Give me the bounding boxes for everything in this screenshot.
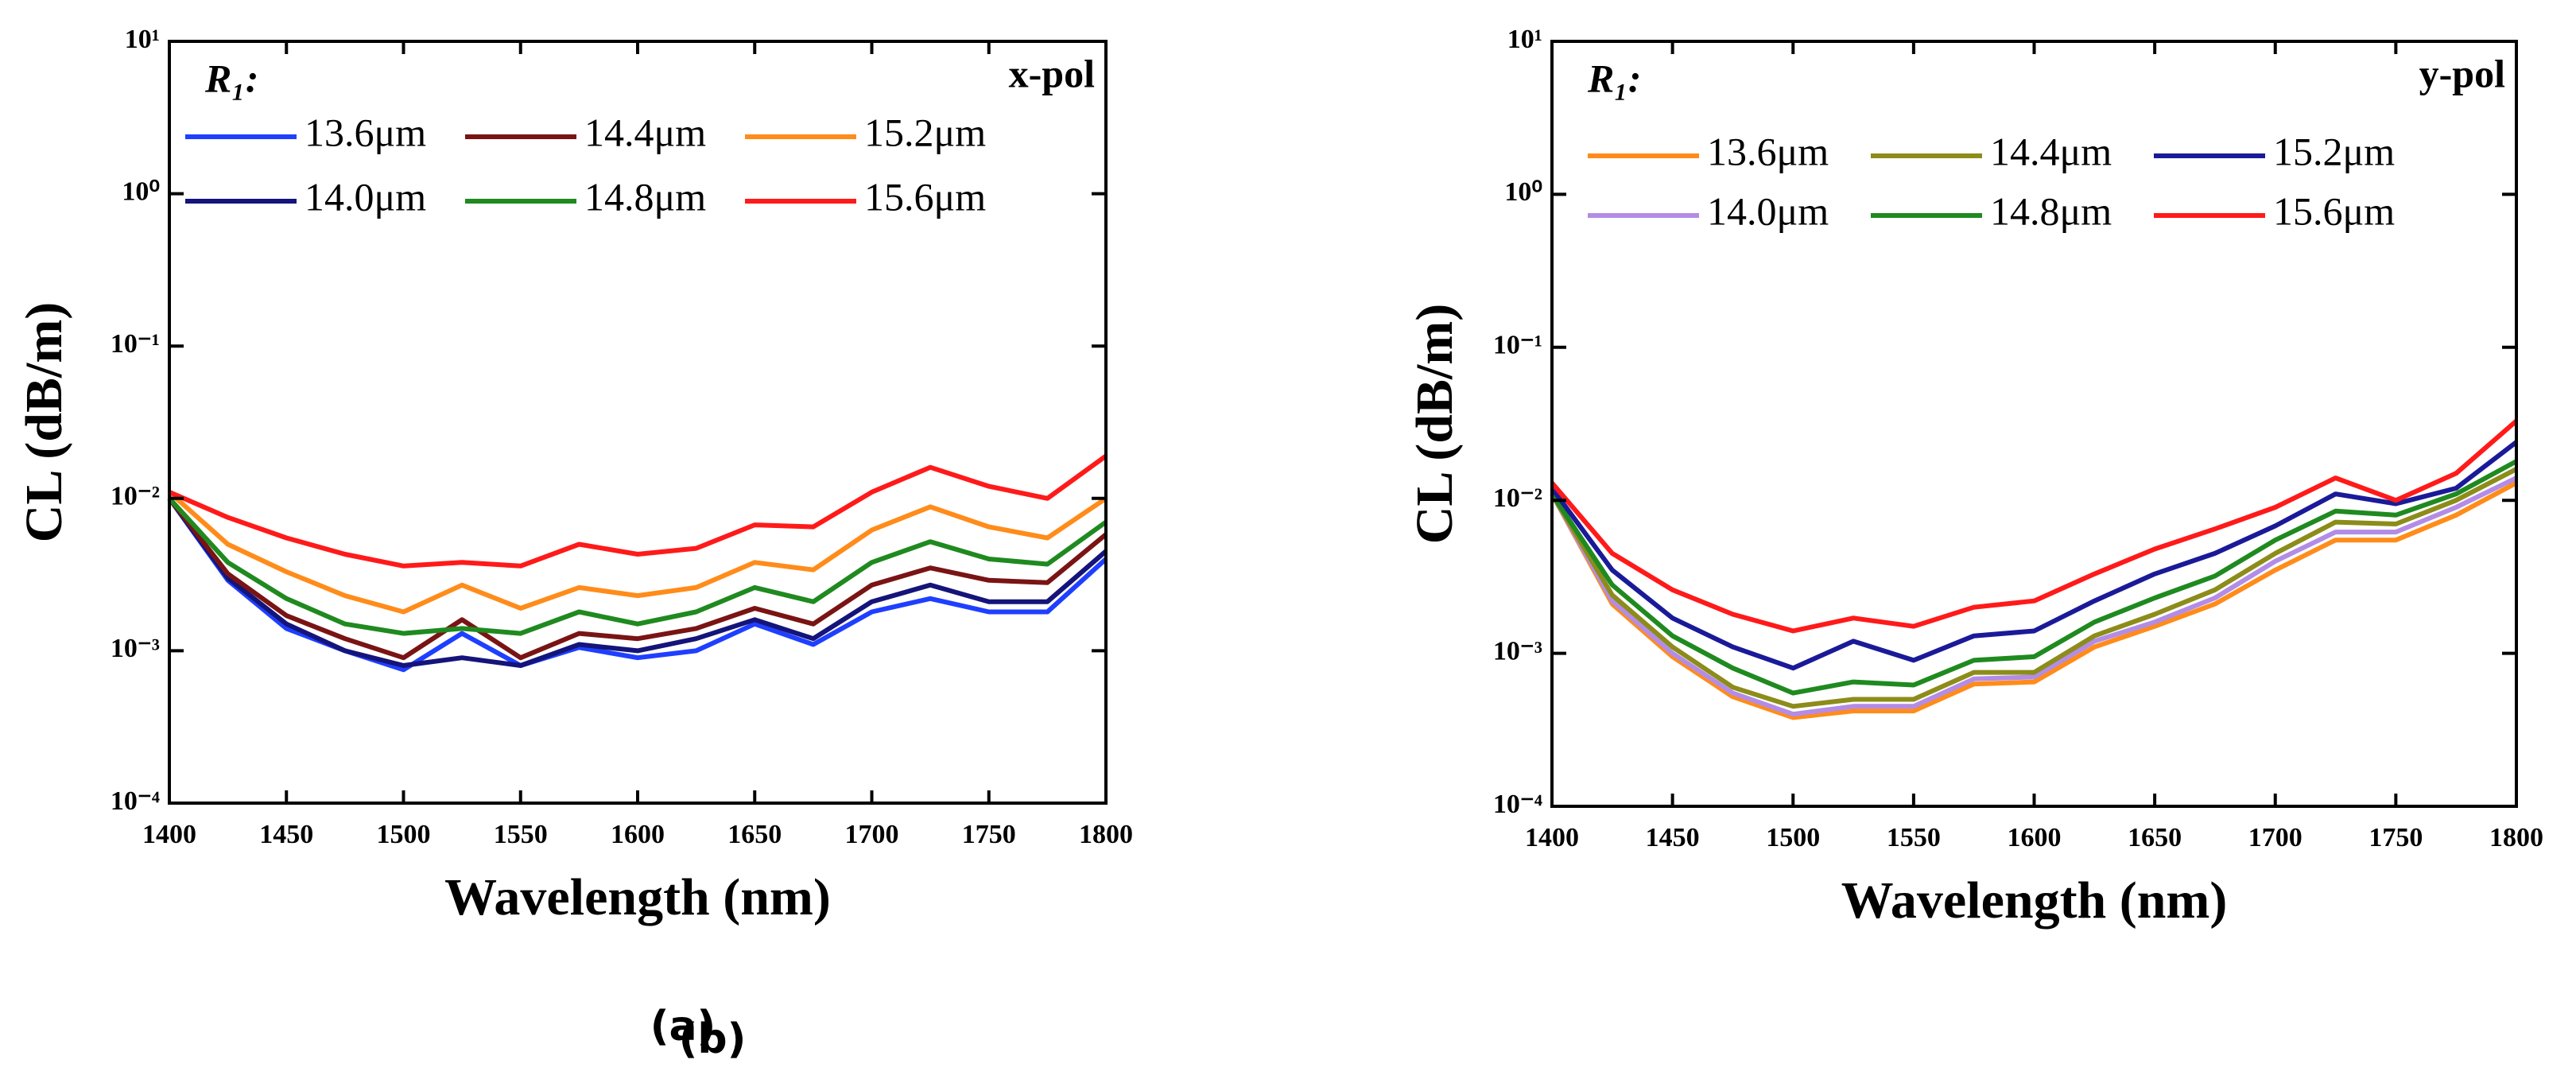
legend-label: 15.6μm [2273,188,2395,233]
data-line [1550,440,2518,671]
legend-title: R₁: [1587,56,1641,100]
legend-label: 14.4μm [584,110,706,154]
data-line [167,497,1108,668]
annotation: x-pol [1009,51,1095,95]
annotation: y-pol [2419,51,2505,95]
data-line [1550,480,2518,720]
x-tick-label: 1450 [259,820,313,849]
y-tick-label: 10⁻³ [111,634,160,663]
legend-label: 15.6μm [864,174,986,219]
panel-label: (b) [679,1015,747,1063]
x-tick-label: 1700 [845,820,899,849]
x-tick-label: 1750 [2368,823,2423,852]
x-tick-label: 1600 [611,820,665,849]
data-line [1550,476,2518,717]
legend-label: 15.2μm [2273,129,2395,173]
y-tick-label: 10⁻² [1493,483,1542,513]
y-tick-label: 10⁻¹ [1493,331,1542,360]
x-tick-label: 1700 [2248,823,2302,852]
x-axis-label: Wavelength (nm) [1841,871,2228,930]
panel: 1400 1450 1500 1550 1600 1650 1700 1750 1800 10⁻⁴… [679,25,2543,1063]
y-tick-label: 10⁰ [122,177,160,206]
x-tick-label: 1800 [2489,823,2543,852]
panel-label: (a) [650,1003,716,1050]
legend-label: 14.8μm [584,174,706,219]
plot-frame [168,40,1108,805]
legend-label: 13.6μm [305,110,426,154]
y-tick-label: 10¹ [125,25,160,54]
x-tick-label: 1500 [377,820,431,849]
legend-label: 13.6μm [1707,129,1829,173]
y-axis-label: CL (dB/m) [1406,304,1464,545]
legend-label: 15.2μm [864,110,986,154]
x-tick-label: 1650 [2128,823,2182,852]
legend-label: 14.4μm [1990,129,2112,173]
x-tick-label: 1800 [1079,820,1133,849]
data-line [167,496,1108,636]
legend-label: 14.0μm [305,174,426,219]
data-line [167,496,1108,661]
x-tick-label: 1400 [1525,823,1579,852]
x-tick-label: 1550 [494,820,548,849]
y-tick-label: 10¹ [1507,25,1542,54]
y-tick-label: 10⁻⁴ [111,786,160,816]
x-tick-label: 1400 [142,820,196,849]
x-axis-label: Wavelength (nm) [444,868,831,926]
data-line [168,453,1108,569]
legend-label: 14.8μm [1990,188,2112,233]
y-tick-label: 10⁻¹ [111,329,160,359]
data-line [1550,467,2518,709]
legend-label: 14.0μm [1707,188,1829,233]
legend-title: R₁: [204,56,258,100]
y-tick-label: 10⁻² [111,482,160,511]
panel: 1400 1450 1500 1550 1600 1650 1700 1750 1800 10⁻⁴… [15,25,1133,1050]
data-line [167,497,1108,673]
x-tick-label: 1550 [1887,823,1941,852]
y-axis-label: CL (dB/m) [15,302,73,543]
data-line [1550,419,2518,634]
data-line [1550,459,2518,696]
y-tick-label: 10⁻³ [1493,636,1542,666]
x-tick-label: 1600 [2008,823,2062,852]
y-tick-label: 10⁰ [1504,177,1542,207]
x-tick-label: 1500 [1766,823,1820,852]
x-tick-label: 1450 [1646,823,1700,852]
y-tick-label: 10⁻⁴ [1493,790,1542,819]
x-tick-label: 1750 [962,820,1016,849]
data-line [168,490,1108,615]
x-tick-label: 1650 [727,820,782,849]
